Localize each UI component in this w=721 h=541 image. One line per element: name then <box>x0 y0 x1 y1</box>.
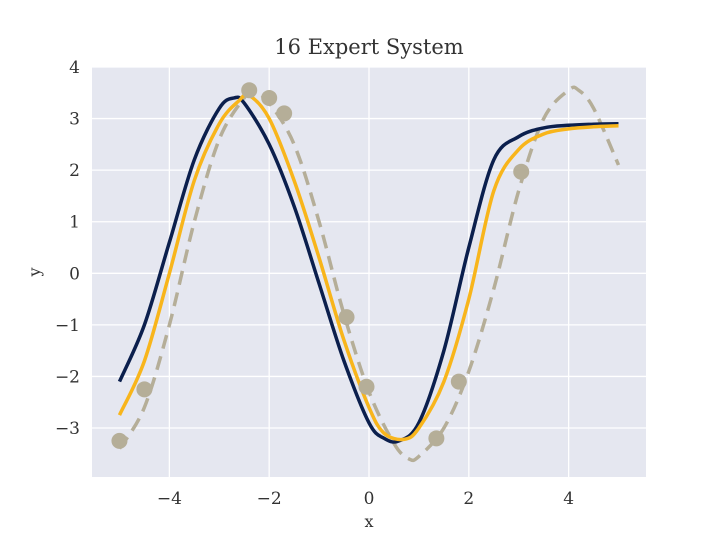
points-layer <box>111 82 530 449</box>
y-axis-label: y <box>25 267 44 277</box>
data-point <box>111 432 128 449</box>
y-tick-label: 0 <box>69 264 80 284</box>
series-layer <box>117 85 621 463</box>
x-tick-label: 4 <box>563 489 574 509</box>
data-point <box>276 105 293 122</box>
data-point <box>513 163 530 180</box>
x-tick-label: −2 <box>257 489 282 509</box>
y-tick-label: 4 <box>69 58 80 78</box>
x-tick-label: 2 <box>463 489 474 509</box>
data-point <box>338 309 355 326</box>
data-point <box>450 373 467 390</box>
y-tick-label: 1 <box>69 213 80 233</box>
dashed-true-function-line <box>118 85 621 463</box>
x-tick-label: −4 <box>157 489 182 509</box>
yellow-prediction-line <box>117 92 619 442</box>
y-tick-labels: −3 −2 −1 0 1 2 3 4 <box>55 58 80 439</box>
chart-title: 16 Expert System <box>274 35 463 59</box>
data-point <box>428 430 445 447</box>
y-tick-label: 2 <box>69 161 80 181</box>
y-tick-label: −3 <box>55 419 80 439</box>
y-tick-label: −2 <box>55 367 80 387</box>
data-point <box>241 82 258 99</box>
x-tick-labels: −4 −2 0 2 4 <box>157 489 574 509</box>
grid <box>92 66 646 477</box>
data-point <box>136 381 153 398</box>
data-point <box>358 378 375 395</box>
y-tick-label: 3 <box>69 110 80 130</box>
x-tick-label: 0 <box>364 489 375 509</box>
dark-prediction-line <box>117 95 619 444</box>
y-tick-label: −1 <box>55 316 80 336</box>
x-axis-label: x <box>364 512 373 531</box>
data-point <box>261 89 278 106</box>
